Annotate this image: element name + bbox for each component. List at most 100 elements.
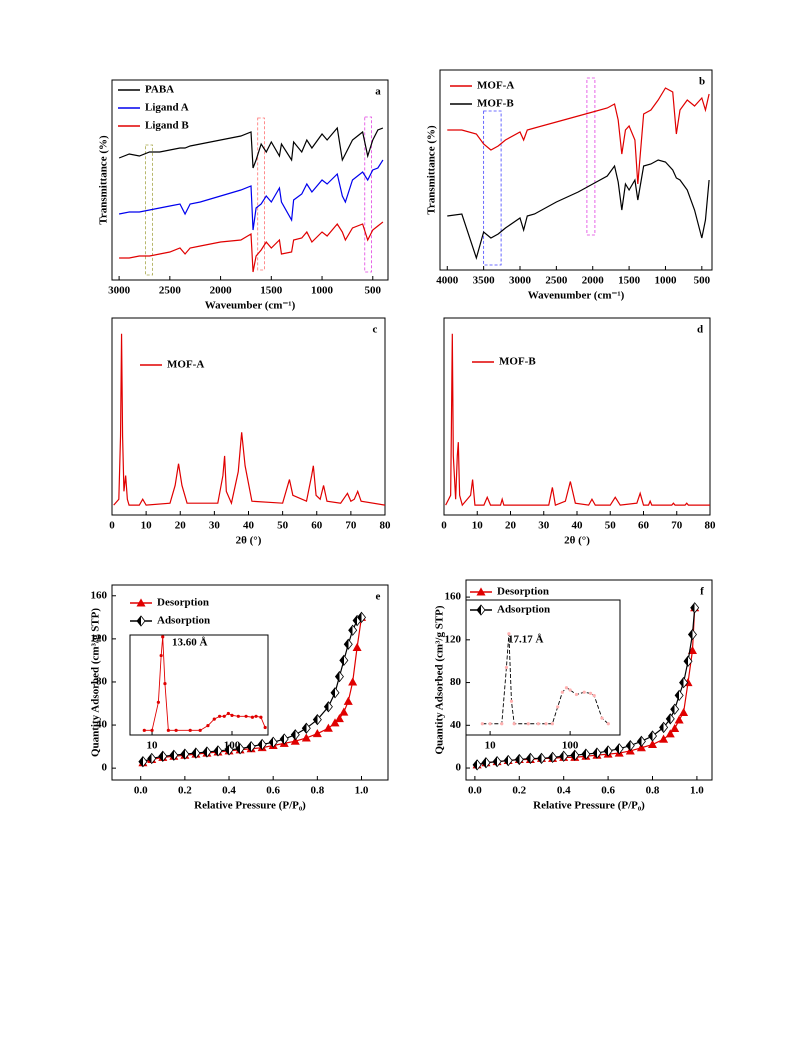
y-axis-label: Transmittance (%): [426, 125, 438, 215]
marker-dot: [174, 728, 178, 732]
y-axis-label: Quantity Adsorbed (cm³/g STP): [90, 608, 102, 757]
marker-diamond: [257, 738, 267, 751]
marker-diamond: [147, 752, 157, 765]
series-line: [482, 633, 609, 725]
marker-diamond: [614, 743, 624, 755]
y-tick-label: 40: [96, 719, 108, 731]
marker-diamond: [548, 751, 558, 763]
marker-diamond: [169, 749, 179, 761]
x-tick-label: 30: [209, 520, 221, 532]
y-tick-label: 160: [445, 591, 462, 603]
marker-dot: [592, 694, 596, 698]
panel-letter: a: [375, 86, 381, 98]
marker-diamond: [559, 750, 569, 762]
marker-dot: [156, 700, 160, 704]
marker-diamond: [683, 655, 693, 667]
marker-dot: [166, 728, 170, 732]
y-tick-label: 120: [91, 632, 108, 644]
marker-dot: [574, 692, 579, 697]
legend-marker: [136, 615, 146, 627]
y-tick-label: 0: [456, 762, 462, 774]
marker-dot: [163, 681, 167, 686]
x-tick-label: 80: [705, 520, 717, 532]
x-axis-label: Relative Pressure (P/P₀): [194, 800, 306, 812]
x-tick-label: 20: [175, 520, 187, 532]
legend-label: PABA: [145, 84, 174, 96]
marker-diamond: [670, 703, 680, 715]
marker-dot: [236, 714, 240, 718]
legend-label: Desorption: [157, 597, 209, 609]
panel-letter: c: [373, 324, 378, 336]
series-line: [447, 159, 710, 261]
marker-dot: [588, 691, 593, 695]
marker-diamond: [301, 722, 311, 734]
plot-frame: [111, 79, 389, 281]
marker-diamond: [224, 744, 234, 756]
marker-triangle: [636, 743, 646, 752]
x-tick-label: 3000: [509, 275, 532, 287]
marker-dot: [560, 690, 564, 694]
marker-diamond: [312, 714, 322, 726]
marker-dot: [254, 714, 258, 718]
x-tick-label: 4000: [436, 275, 459, 287]
marker-dot: [212, 717, 216, 721]
highlight-box: [483, 110, 502, 266]
marker-diamond: [503, 754, 513, 767]
marker-triangle: [334, 713, 344, 723]
marker-dot: [198, 728, 202, 732]
y-tick-label: 40: [450, 719, 462, 731]
x-tick-label: 1000: [311, 285, 334, 297]
panel-letter: e: [376, 591, 381, 603]
legend-label: MOF-A: [167, 359, 204, 371]
peak-annotation: 13.60 Å: [172, 637, 208, 649]
x-tick-label: 0.2: [178, 785, 192, 797]
x-tick-label: 100: [562, 740, 579, 752]
legend-label: MOF-B: [477, 98, 514, 110]
marker-triangle: [670, 723, 680, 733]
marker-dot: [161, 635, 165, 639]
highlight-box: [586, 77, 596, 236]
marker-dot: [509, 699, 514, 703]
marker-dot: [500, 722, 504, 726]
marker-triangle: [659, 734, 669, 743]
x-tick-label: 1.0: [690, 785, 704, 797]
marker-diamond: [323, 701, 333, 713]
marker-diamond: [570, 749, 580, 761]
plot-frame: [439, 69, 713, 271]
marker-diamond: [343, 638, 353, 650]
x-tick-label: 80: [380, 520, 392, 532]
marker-diamond: [191, 747, 201, 759]
x-tick-label: 40: [243, 520, 255, 532]
marker-dot: [263, 725, 267, 730]
marker-diamond: [679, 676, 689, 689]
x-tick-label: 70: [671, 520, 683, 532]
legend-label: Adsorption: [497, 604, 550, 616]
marker-diamond: [603, 745, 613, 757]
panel-letter: f: [700, 586, 704, 598]
x-tick-label: 10: [141, 520, 153, 532]
series-line: [119, 221, 384, 273]
marker-dot: [600, 716, 604, 720]
x-tick-label: 100: [224, 740, 241, 752]
marker-dot: [150, 728, 154, 732]
marker-diamond: [235, 743, 245, 755]
y-axis-label: Transmittance (%): [98, 135, 110, 225]
marker-diamond: [330, 687, 340, 699]
marker-dot: [556, 705, 560, 709]
marker-triangle: [339, 707, 349, 716]
legend-label: MOF-A: [477, 80, 514, 92]
y-tick-label: 0: [102, 762, 108, 774]
inset-frame: [129, 634, 269, 736]
legend-label: Adsorption: [157, 615, 210, 627]
marker-triangle: [647, 739, 658, 749]
marker-triangle: [301, 733, 311, 742]
marker-triangle: [352, 642, 362, 651]
marker-diamond: [279, 733, 289, 745]
marker-triangle: [665, 729, 675, 738]
x-axis-label: Relative Pressure (P/P₀): [533, 800, 645, 812]
marker-diamond: [690, 602, 700, 614]
marker-diamond: [213, 745, 223, 757]
x-tick-label: 3500: [473, 275, 496, 287]
marker-diamond: [246, 740, 256, 753]
x-tick-label: 60: [638, 520, 650, 532]
